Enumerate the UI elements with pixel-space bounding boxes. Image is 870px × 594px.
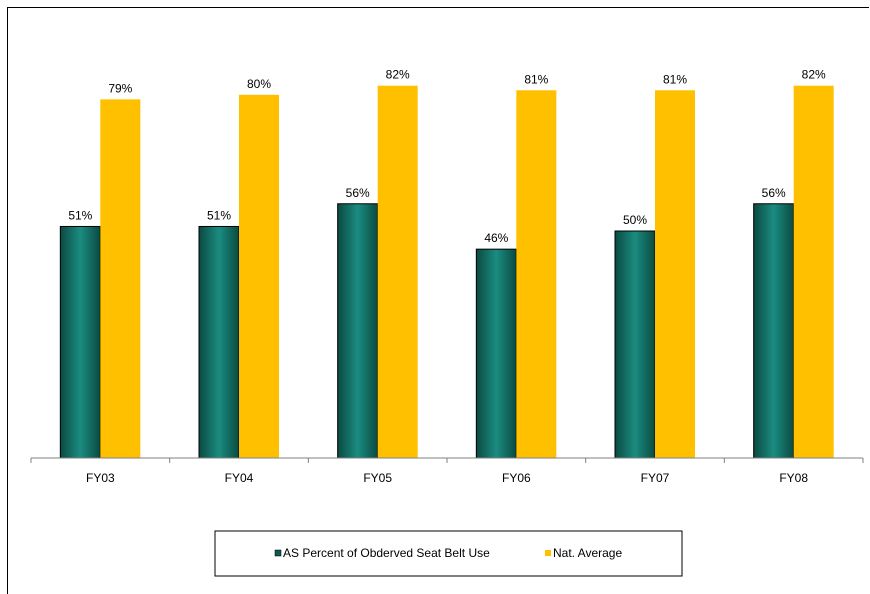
data-label: 46% — [484, 231, 508, 245]
data-label: 81% — [663, 72, 687, 86]
bar-nat-average-fy06 — [516, 90, 557, 458]
data-labels: 51% 79% 51% 80% 56% 82% 46% 81% 50% 81% 56% 82% — [68, 68, 826, 245]
x-tick-label: FY07 — [641, 471, 670, 485]
bar-nat-average-fy07 — [655, 90, 695, 458]
data-label: 51% — [68, 208, 92, 222]
x-tick-label: FY06 — [502, 471, 531, 485]
x-tick-label: FY08 — [779, 471, 808, 485]
legend: AS Percent of Obderved Seat Belt Use Nat.… — [214, 530, 683, 577]
data-label: 82% — [386, 68, 410, 82]
data-label: 50% — [623, 213, 647, 227]
chart-frame — [7, 7, 869, 594]
bar-seat-belt-use-fy03 — [59, 225, 101, 459]
legend-label: AS Percent of Obderved Seat Belt Use — [283, 546, 490, 560]
data-label: 56% — [762, 186, 786, 200]
bars-layer — [59, 85, 834, 459]
bar-nat-average-fy08 — [793, 85, 834, 458]
data-label: 82% — [802, 68, 826, 82]
bar-seat-belt-use-fy07 — [614, 230, 656, 459]
data-label: 80% — [247, 77, 271, 91]
legend-swatch — [274, 549, 282, 557]
bar-seat-belt-use-fy08 — [753, 203, 795, 459]
x-axis: FY03 FY04 FY05 FY06 FY07 FY08 — [30, 457, 864, 485]
bar-seat-belt-use-fy06 — [475, 248, 517, 459]
bar-nat-average-fy04 — [239, 94, 279, 459]
bar-nat-average-fy03 — [100, 99, 141, 458]
legend-swatch — [545, 550, 551, 556]
data-label: 56% — [346, 186, 370, 200]
data-label: 81% — [524, 72, 548, 86]
bar-seat-belt-use-fy04 — [198, 225, 240, 459]
legend-label: Nat. Average — [553, 546, 622, 560]
data-label: 51% — [207, 208, 231, 222]
data-label: 79% — [108, 81, 132, 95]
bar-seat-belt-use-fy05 — [337, 203, 379, 459]
x-tick-label: FY03 — [86, 471, 115, 485]
x-tick-label: FY04 — [225, 471, 254, 485]
bar-nat-average-fy05 — [377, 85, 418, 458]
legend-box — [214, 530, 683, 577]
x-tick-label: FY05 — [363, 471, 392, 485]
